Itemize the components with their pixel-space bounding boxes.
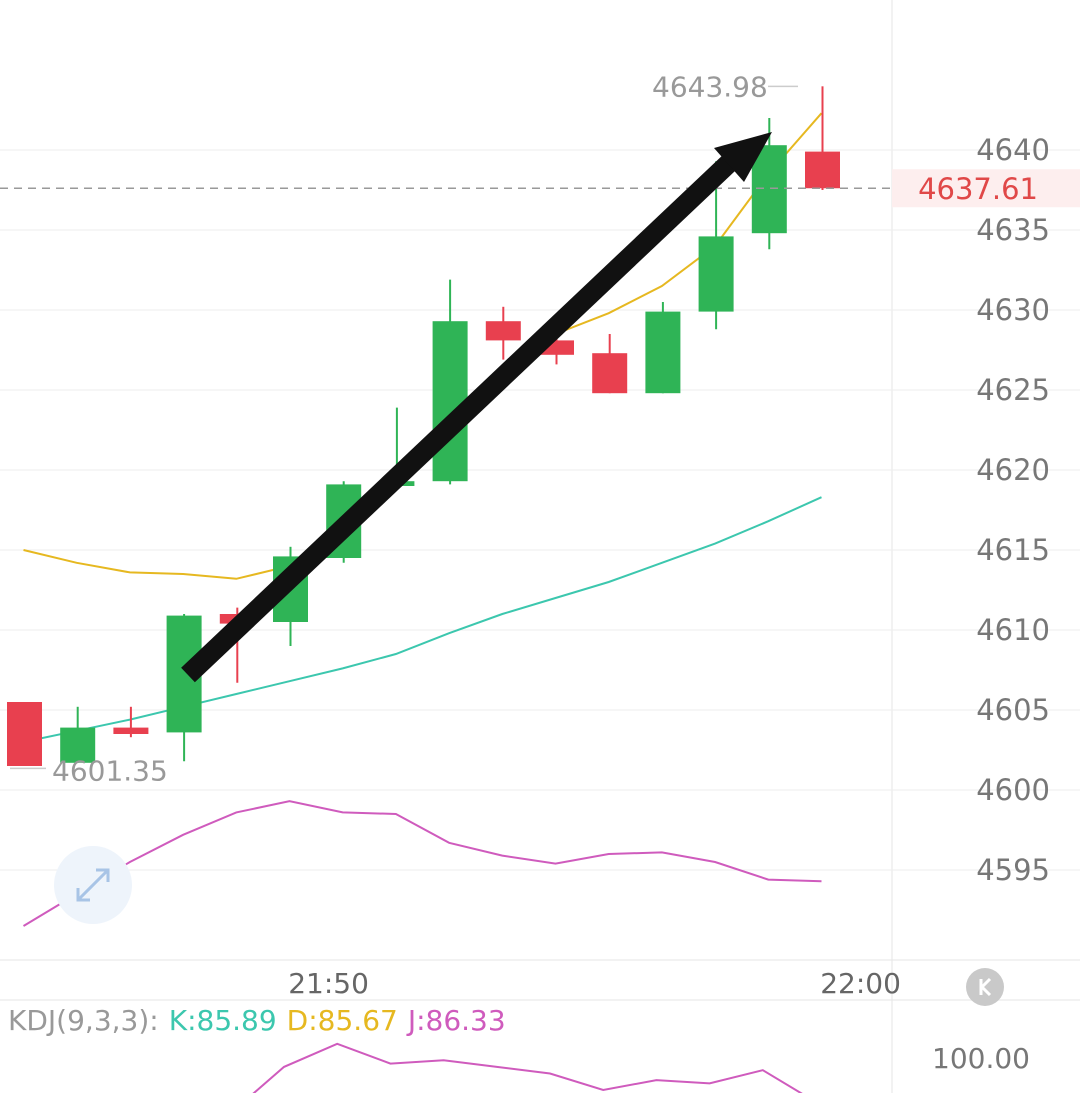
y-tick-label: 4620 bbox=[976, 453, 1050, 487]
k-line-toggle-button[interactable] bbox=[966, 968, 1004, 1006]
k-icon bbox=[979, 977, 992, 997]
candle-up bbox=[698, 236, 734, 312]
kdj-d-value: D:85.67 bbox=[286, 1004, 398, 1037]
y-tick-label: 4610 bbox=[976, 613, 1050, 647]
ma-pink-line bbox=[22, 800, 822, 927]
candle-down bbox=[7, 702, 42, 766]
kdj-legend: KDJ(9,3,3): K:85.89 D:85.67 J:86.33 bbox=[8, 1004, 516, 1037]
kdj-label: KDJ(9,3,3): bbox=[8, 1004, 159, 1037]
ma-slow-line bbox=[23, 496, 822, 743]
candle-down bbox=[485, 321, 521, 341]
x-tick-label: 21:50 bbox=[288, 967, 369, 1000]
candle-down bbox=[592, 353, 628, 394]
candle-up bbox=[60, 727, 96, 763]
y-tick-label: 4630 bbox=[976, 293, 1050, 327]
max-price-label: 4643.98 bbox=[652, 70, 768, 103]
y-tick-label: 4640 bbox=[976, 133, 1050, 167]
expand-icon bbox=[76, 868, 110, 902]
candle-down bbox=[805, 151, 840, 189]
y-tick-label: 4615 bbox=[976, 533, 1050, 567]
kdj-tick-label: 100.00 bbox=[932, 1042, 1030, 1075]
last-price-label: 4637.61 bbox=[918, 172, 1038, 206]
y-tick-label: 4595 bbox=[976, 853, 1050, 887]
y-tick-label: 4600 bbox=[976, 773, 1050, 807]
trend-arrow-shaft bbox=[181, 154, 737, 683]
y-tick-label: 4625 bbox=[976, 373, 1050, 407]
min-price-label: 4601.35 bbox=[52, 754, 168, 787]
y-tick-label: 4635 bbox=[976, 213, 1050, 247]
kdj-k-value: K:85.89 bbox=[168, 1004, 277, 1037]
trend-arrow-head bbox=[714, 132, 772, 182]
candle-up bbox=[645, 311, 681, 394]
last-price-tag bbox=[892, 169, 1080, 208]
expand-button[interactable] bbox=[54, 846, 132, 924]
candle-up bbox=[432, 321, 468, 482]
y-tick-label: 4605 bbox=[976, 693, 1050, 727]
kdj-j-line bbox=[252, 1042, 803, 1093]
candle-up bbox=[751, 145, 787, 234]
x-tick-label: 22:00 bbox=[820, 967, 901, 1000]
candle-down bbox=[113, 727, 149, 734]
kdj-j-value: J:86.33 bbox=[407, 1004, 506, 1037]
